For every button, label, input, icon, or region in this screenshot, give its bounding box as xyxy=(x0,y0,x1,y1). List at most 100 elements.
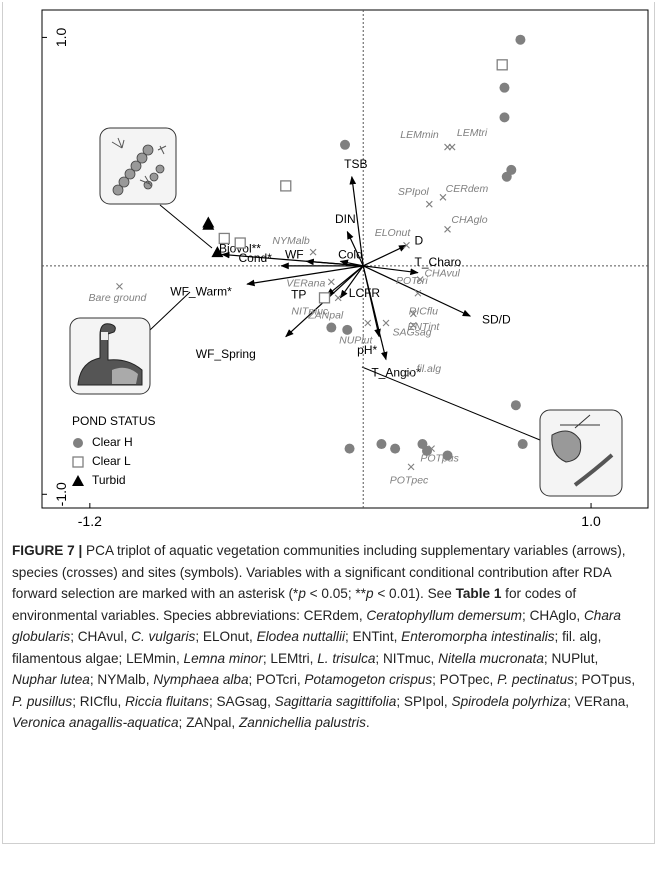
x-tick-label: -1.2 xyxy=(78,513,102,529)
site-point xyxy=(499,82,510,93)
site-point xyxy=(442,450,453,461)
species-label: fil.alg xyxy=(417,363,442,375)
variable-arrow xyxy=(362,265,472,317)
legend-label: Clear L xyxy=(92,454,131,468)
caption-text: P. pusillus xyxy=(12,693,73,709)
chart: POND STATUS -1.2 1.0 -1.0 1.0 TSB DIN D Cold WF B… xyxy=(41,9,649,529)
variable-arrow xyxy=(346,230,364,267)
site-point xyxy=(218,232,230,245)
species-cross xyxy=(364,319,372,327)
species-label: NYMalb xyxy=(272,235,310,247)
variable-label: WF_Spring xyxy=(196,347,256,361)
site-point xyxy=(390,443,401,454)
variable-label: T_Angio* xyxy=(371,366,421,380)
species-label: ZANpal xyxy=(307,310,344,322)
variable-label: SD/D xyxy=(482,312,511,326)
caption-text: < 0.05; ** xyxy=(305,586,366,601)
caption-text: Sagittaria sagittifolia xyxy=(274,693,397,709)
caption-text: ; ELOnut, xyxy=(195,629,257,644)
variable-label: WF xyxy=(285,247,304,261)
site-point xyxy=(515,34,526,45)
species-cross xyxy=(405,369,413,377)
site-point xyxy=(499,112,510,123)
caption-text: FIGURE 7 | xyxy=(12,543,83,558)
species-cross xyxy=(403,241,410,249)
species-cross xyxy=(382,319,390,327)
caption-text: ; POTpus, xyxy=(573,672,636,687)
caption-text: P. pectinatus xyxy=(497,672,574,687)
species-label: CHAglo xyxy=(451,214,487,226)
plants-icon xyxy=(361,366,623,497)
caption-text: Chara globularis xyxy=(12,607,621,645)
site-point xyxy=(422,445,433,456)
species-label: POTcri xyxy=(396,275,428,287)
caption-text: Nitella mucronata xyxy=(438,650,544,666)
species-cross xyxy=(116,283,123,290)
caption-text: Nymphaea alba xyxy=(153,672,249,687)
site-point xyxy=(342,324,353,335)
variable-label: Cold xyxy=(338,247,363,261)
caption-text: p xyxy=(366,586,374,601)
caption-text: Riccia fluitans xyxy=(125,693,209,709)
species-label: ELOnut xyxy=(375,227,412,239)
caption-text: Spirodela polyrhiza xyxy=(451,693,568,709)
site-point xyxy=(280,180,292,192)
caption-text: Zannichellia palustris xyxy=(238,715,366,730)
variable-arrow xyxy=(339,265,364,299)
variable-label: TSB xyxy=(344,157,367,171)
species-cross xyxy=(416,276,424,283)
caption-text: ; RICflu, xyxy=(72,693,126,709)
legend-marker xyxy=(73,438,83,448)
caption-text: C. vulgaris xyxy=(131,629,196,644)
species-cross xyxy=(327,278,335,286)
caption-text: Lemna minor xyxy=(183,650,263,666)
caption-text: ; VERana, xyxy=(567,693,630,709)
site-point xyxy=(501,171,512,182)
legend-label: Clear H xyxy=(92,435,133,449)
caption-text: . xyxy=(365,715,370,730)
variable-arrow xyxy=(221,251,364,267)
algae-icon xyxy=(99,127,213,249)
variable-label: DIN xyxy=(335,212,356,226)
legend-marker xyxy=(72,456,84,468)
caption-text: ; ZANpal, xyxy=(178,715,239,730)
site-point xyxy=(344,443,355,454)
caption-text: ; CHAvul, xyxy=(70,629,132,644)
variable-label: LCFR xyxy=(349,286,381,300)
variable-arrow xyxy=(246,265,364,287)
species-label: CHAvul xyxy=(424,267,460,279)
species-label: NUPlut xyxy=(339,335,373,347)
species-cross xyxy=(409,321,417,329)
x-tick-label: 1.0 xyxy=(581,513,601,529)
species-label: RICflu xyxy=(409,306,438,318)
species-label: Bare ground xyxy=(89,292,148,304)
site-point xyxy=(202,218,215,230)
caption-text: Ceratophyllum demersum xyxy=(366,607,523,623)
caption-text: ; POTcri, xyxy=(248,672,305,687)
y-tick-label: -1.0 xyxy=(53,482,69,506)
site-point xyxy=(510,400,521,411)
caption-text: ; NUPlut, xyxy=(543,650,599,666)
variable-arrow xyxy=(362,265,388,361)
species-cross xyxy=(409,310,417,318)
site-point xyxy=(517,439,528,450)
variable-arrow xyxy=(363,265,419,276)
species-cross xyxy=(407,463,415,471)
caption: FIGURE 7 | PCA triplot of aquatic vegeta… xyxy=(12,540,642,734)
site-point xyxy=(340,139,350,150)
caption-text: ; fil. alg, filamentous algae; LEMmin, xyxy=(12,629,602,666)
species-cross xyxy=(425,200,433,208)
species-label: LEMmin xyxy=(400,129,439,141)
caption-text: Potamogeton crispus xyxy=(304,672,433,687)
legend-title: POND STATUS xyxy=(72,414,156,428)
variable-label: WF_Warm* xyxy=(170,284,232,298)
caption-text: ; NYMalb, xyxy=(89,672,154,687)
caption-text: Elodea nuttallii xyxy=(256,629,345,644)
species-cross xyxy=(334,294,342,302)
species-label: POTpec xyxy=(390,475,429,487)
legend-label: Turbid xyxy=(92,473,126,487)
caption-text: p xyxy=(298,586,306,601)
species-cross xyxy=(309,248,317,256)
species-label: NITmuc xyxy=(291,306,329,318)
